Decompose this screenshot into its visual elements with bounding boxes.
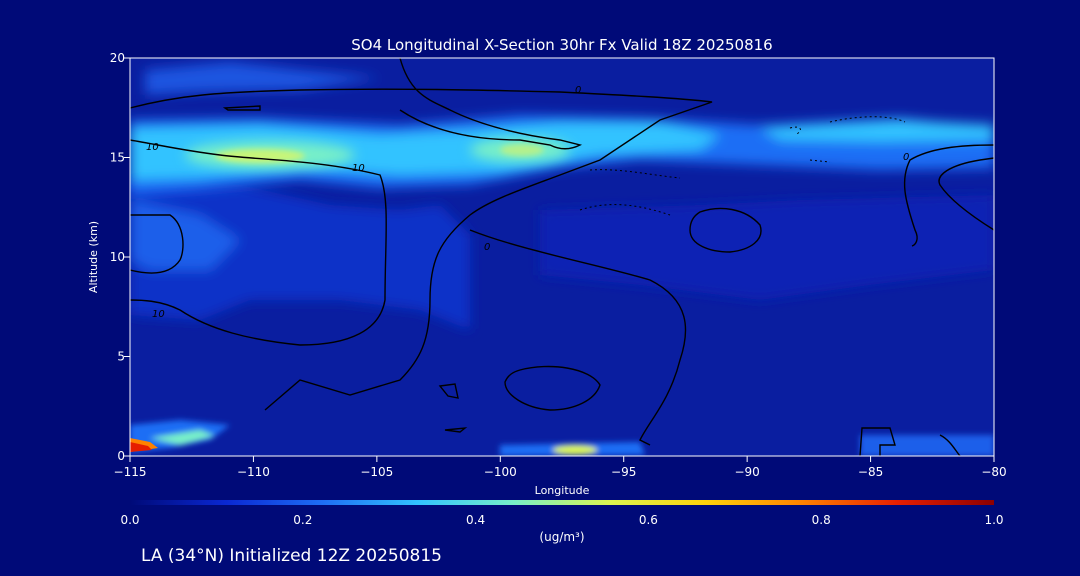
contours xyxy=(130,58,994,456)
west-edge-layer xyxy=(130,200,240,270)
contour-line xyxy=(130,214,184,274)
x-tick-label: −115 xyxy=(114,465,147,479)
colorbar xyxy=(130,500,994,505)
contour-line-dashed xyxy=(579,204,671,216)
colorbar-tick-label: 0.4 xyxy=(466,513,485,527)
x-axis: −115 −110 −105 −100 −95 −90 −85 −80 xyxy=(114,456,1007,479)
chart-title: SO4 Longitudinal X-Section 30hr Fx Valid… xyxy=(351,36,772,54)
y-tick-label: 20 xyxy=(110,51,125,65)
upper-layer-east-core xyxy=(760,120,994,142)
y-tick-label: 5 xyxy=(117,350,125,364)
contour-line xyxy=(444,427,468,433)
colorbar-tick-label: 0.6 xyxy=(639,513,658,527)
x-tick-label: −95 xyxy=(611,465,636,479)
top-layer-west xyxy=(145,62,380,95)
y-axis: 0 5 10 15 20 xyxy=(110,51,130,463)
contour-line xyxy=(438,383,459,399)
contour-line xyxy=(689,207,762,253)
contour-line xyxy=(903,144,994,247)
x-tick-label: −100 xyxy=(484,465,517,479)
contour-line-dashed xyxy=(789,126,801,136)
x-axis-label: Longitude xyxy=(535,484,590,497)
upper-max-west xyxy=(215,149,305,163)
colorbar-tick-label: 1.0 xyxy=(984,513,1003,527)
colorbar-unit-label: (ug/m³) xyxy=(539,530,584,544)
contour-line-dashed xyxy=(829,116,906,123)
y-axis-label: Altitude (km) xyxy=(87,221,100,293)
contour-line xyxy=(130,139,387,346)
mid-layer-east xyxy=(540,195,994,300)
contour-line xyxy=(469,229,687,446)
y-tick-label: 15 xyxy=(110,151,125,165)
contour-line xyxy=(222,105,261,111)
surface-max xyxy=(130,442,152,452)
contour-line-dashed xyxy=(589,169,681,179)
surface-plume-west xyxy=(150,430,215,445)
colorbar-tick-label: 0.8 xyxy=(812,513,831,527)
contour-line xyxy=(939,434,961,456)
colorbar-ticks: 0.0 0.2 0.4 0.6 0.8 1.0 xyxy=(120,513,1003,527)
contour-line xyxy=(938,157,994,231)
contour-line xyxy=(399,58,583,150)
colorbar-tick-label: 0.0 xyxy=(120,513,139,527)
contour-label: 10 xyxy=(152,309,165,320)
contour-line-dashed xyxy=(809,159,831,163)
y-tick-label: 10 xyxy=(110,250,125,264)
heatmap-plot-area: 0 10 10 10 0 0 xyxy=(130,58,994,456)
upper-max-central xyxy=(500,144,544,156)
x-tick-label: −85 xyxy=(858,465,883,479)
y-tick-label: 0 xyxy=(117,449,125,463)
contour-line xyxy=(504,365,601,411)
footer-location-label: LA (34°N) Initialized 12Z 20250815 xyxy=(141,546,442,566)
contour-line xyxy=(130,88,713,411)
x-tick-label: −80 xyxy=(981,465,1006,479)
contour-label: 0 xyxy=(903,152,909,163)
x-tick-label: −90 xyxy=(734,465,759,479)
x-tick-label: −105 xyxy=(360,465,393,479)
contour-label: 10 xyxy=(352,163,365,174)
colorbar-tick-label: 0.2 xyxy=(293,513,312,527)
contour-line xyxy=(859,427,896,456)
surface-plume xyxy=(553,445,597,455)
contour-label: 0 xyxy=(575,85,581,96)
contour-label: 10 xyxy=(146,142,159,153)
x-tick-label: −110 xyxy=(237,465,270,479)
contour-label: 0 xyxy=(484,242,490,253)
